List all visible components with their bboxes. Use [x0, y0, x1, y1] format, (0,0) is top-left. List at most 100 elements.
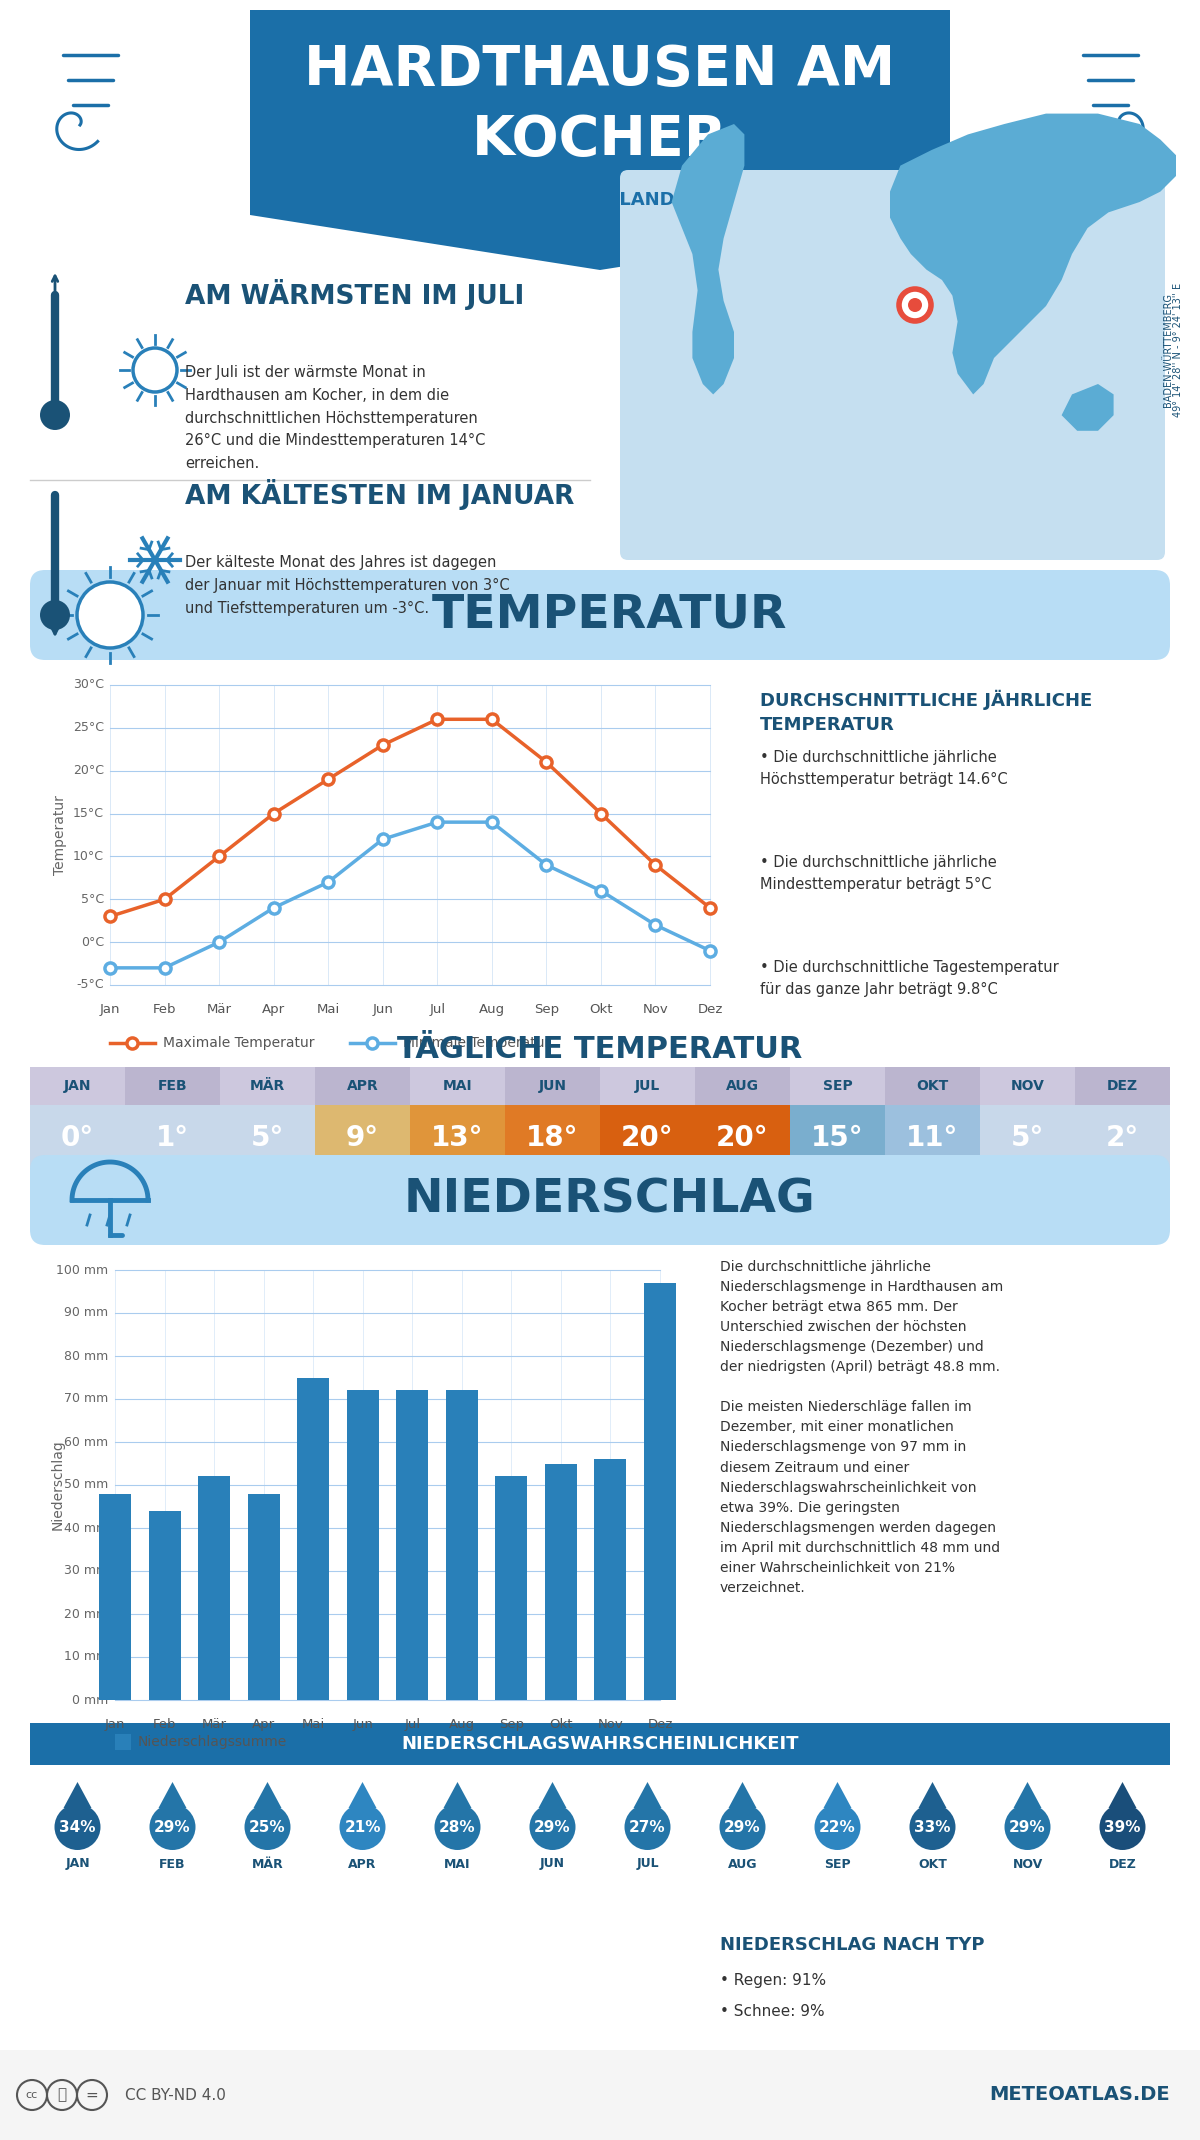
- Text: FEB: FEB: [157, 1079, 187, 1094]
- Bar: [980, 1068, 1075, 1104]
- Circle shape: [340, 1804, 385, 1849]
- Polygon shape: [348, 1783, 377, 1808]
- Text: BADEN-WÜRTTEMBERG: BADEN-WÜRTTEMBERG: [1163, 293, 1174, 407]
- Text: TEMPERATUR: TEMPERATUR: [432, 593, 787, 638]
- Bar: [790, 1068, 886, 1104]
- Text: 20 mm: 20 mm: [64, 1607, 108, 1620]
- Text: cc: cc: [26, 2091, 38, 2099]
- Polygon shape: [890, 113, 1176, 394]
- Bar: [980, 1104, 1075, 1171]
- Polygon shape: [918, 1783, 947, 1808]
- Bar: [314, 1068, 410, 1104]
- Bar: [594, 1459, 626, 1699]
- Text: 25%: 25%: [250, 1819, 286, 1834]
- Text: 15°: 15°: [811, 1124, 864, 1151]
- Text: Mai: Mai: [317, 1004, 340, 1016]
- Bar: [505, 1104, 600, 1171]
- Text: MAI: MAI: [444, 1858, 470, 1870]
- Text: 29%: 29%: [724, 1819, 761, 1834]
- Bar: [790, 1104, 886, 1171]
- Text: 5°: 5°: [251, 1124, 284, 1151]
- Text: 60 mm: 60 mm: [64, 1436, 108, 1449]
- Text: Mai: Mai: [301, 1718, 325, 1731]
- Text: 2°: 2°: [1106, 1124, 1139, 1151]
- Text: MÄR: MÄR: [250, 1079, 286, 1094]
- Text: NOV: NOV: [1010, 1079, 1044, 1094]
- Circle shape: [1004, 1804, 1050, 1849]
- Text: Mär: Mär: [206, 1004, 232, 1016]
- Text: 30 mm: 30 mm: [64, 1564, 108, 1577]
- Text: 100 mm: 100 mm: [56, 1263, 108, 1275]
- Text: 27%: 27%: [629, 1819, 666, 1834]
- Text: 34%: 34%: [59, 1819, 96, 1834]
- Circle shape: [40, 400, 70, 430]
- Text: AM KÄLTESTEN IM JANUAR: AM KÄLTESTEN IM JANUAR: [185, 479, 575, 511]
- Bar: [0, 2050, 1200, 2140]
- Text: JAN: JAN: [64, 1079, 91, 1094]
- Text: JUN: JUN: [540, 1858, 565, 1870]
- Text: 15°C: 15°C: [73, 807, 104, 820]
- Bar: [396, 1391, 428, 1699]
- Bar: [30, 1723, 1170, 1765]
- Text: METEOATLAS.DE: METEOATLAS.DE: [989, 2086, 1170, 2104]
- Text: 33%: 33%: [914, 1819, 950, 1834]
- Polygon shape: [672, 124, 744, 394]
- Text: DEZ: DEZ: [1106, 1079, 1138, 1094]
- Bar: [446, 1391, 478, 1699]
- Text: JUL: JUL: [636, 1858, 659, 1870]
- Text: APR: APR: [348, 1858, 377, 1870]
- Text: Okt: Okt: [589, 1004, 613, 1016]
- Polygon shape: [728, 1783, 756, 1808]
- Text: 0 mm: 0 mm: [72, 1693, 108, 1706]
- Polygon shape: [539, 1783, 566, 1808]
- Text: 0°C: 0°C: [80, 935, 104, 948]
- Text: 0°: 0°: [61, 1124, 94, 1151]
- Text: 11°: 11°: [906, 1124, 959, 1151]
- Text: -5°C: -5°C: [77, 978, 104, 991]
- Text: Ⓖ: Ⓖ: [58, 2086, 66, 2101]
- Text: KOCHER: KOCHER: [472, 113, 728, 167]
- Polygon shape: [250, 11, 950, 270]
- Bar: [545, 1464, 577, 1699]
- Bar: [600, 1068, 695, 1104]
- Text: • Die durchschnittliche jährliche
Mindesttemperatur beträgt 5°C: • Die durchschnittliche jährliche Mindes…: [760, 856, 997, 892]
- Text: 18°: 18°: [527, 1124, 578, 1151]
- Text: NOV: NOV: [1013, 1858, 1043, 1870]
- Text: NIEDERSCHLAG NACH TYP: NIEDERSCHLAG NACH TYP: [720, 1937, 984, 1954]
- Text: 10 mm: 10 mm: [64, 1650, 108, 1663]
- Text: OKT: OKT: [918, 1858, 947, 1870]
- Text: Jan: Jan: [100, 1004, 120, 1016]
- Text: Jul: Jul: [430, 1004, 445, 1016]
- Text: Minimale Temperatur: Minimale Temperatur: [403, 1036, 551, 1051]
- Circle shape: [133, 349, 178, 392]
- Text: MAI: MAI: [443, 1079, 473, 1094]
- Circle shape: [245, 1804, 290, 1849]
- Text: Nov: Nov: [642, 1004, 668, 1016]
- Text: APR: APR: [347, 1079, 378, 1094]
- Text: SEP: SEP: [824, 1858, 851, 1870]
- Text: 1°: 1°: [156, 1124, 190, 1151]
- Text: NIEDERSCHLAGSWAHRSCHEINLICHKEIT: NIEDERSCHLAGSWAHRSCHEINLICHKEIT: [401, 1736, 799, 1753]
- Bar: [1075, 1068, 1170, 1104]
- Text: 20°C: 20°C: [73, 764, 104, 777]
- Text: Temperatur: Temperatur: [53, 796, 67, 875]
- Text: Apr: Apr: [252, 1718, 275, 1731]
- Circle shape: [910, 1804, 955, 1849]
- Text: Sep: Sep: [534, 1004, 559, 1016]
- Text: 25°C: 25°C: [73, 721, 104, 734]
- Circle shape: [150, 1804, 196, 1849]
- Text: AUG: AUG: [726, 1079, 760, 1094]
- Bar: [695, 1068, 790, 1104]
- Bar: [347, 1391, 379, 1699]
- Circle shape: [815, 1804, 860, 1849]
- Text: MÄR: MÄR: [252, 1858, 283, 1870]
- Circle shape: [54, 1804, 101, 1849]
- Text: Dez: Dez: [647, 1718, 673, 1731]
- Text: TÄGLICHE TEMPERATUR: TÄGLICHE TEMPERATUR: [397, 1036, 803, 1064]
- Text: =: =: [85, 2086, 98, 2101]
- Text: Der Juli ist der wärmste Monat in
Hardthausen am Kocher, in dem die
durchschnitt: Der Juli ist der wärmste Monat in Hardth…: [185, 366, 485, 471]
- Text: 22%: 22%: [820, 1819, 856, 1834]
- Polygon shape: [1014, 1783, 1042, 1808]
- Text: NIEDERSCHLAG: NIEDERSCHLAG: [404, 1177, 816, 1222]
- Text: Okt: Okt: [550, 1718, 572, 1731]
